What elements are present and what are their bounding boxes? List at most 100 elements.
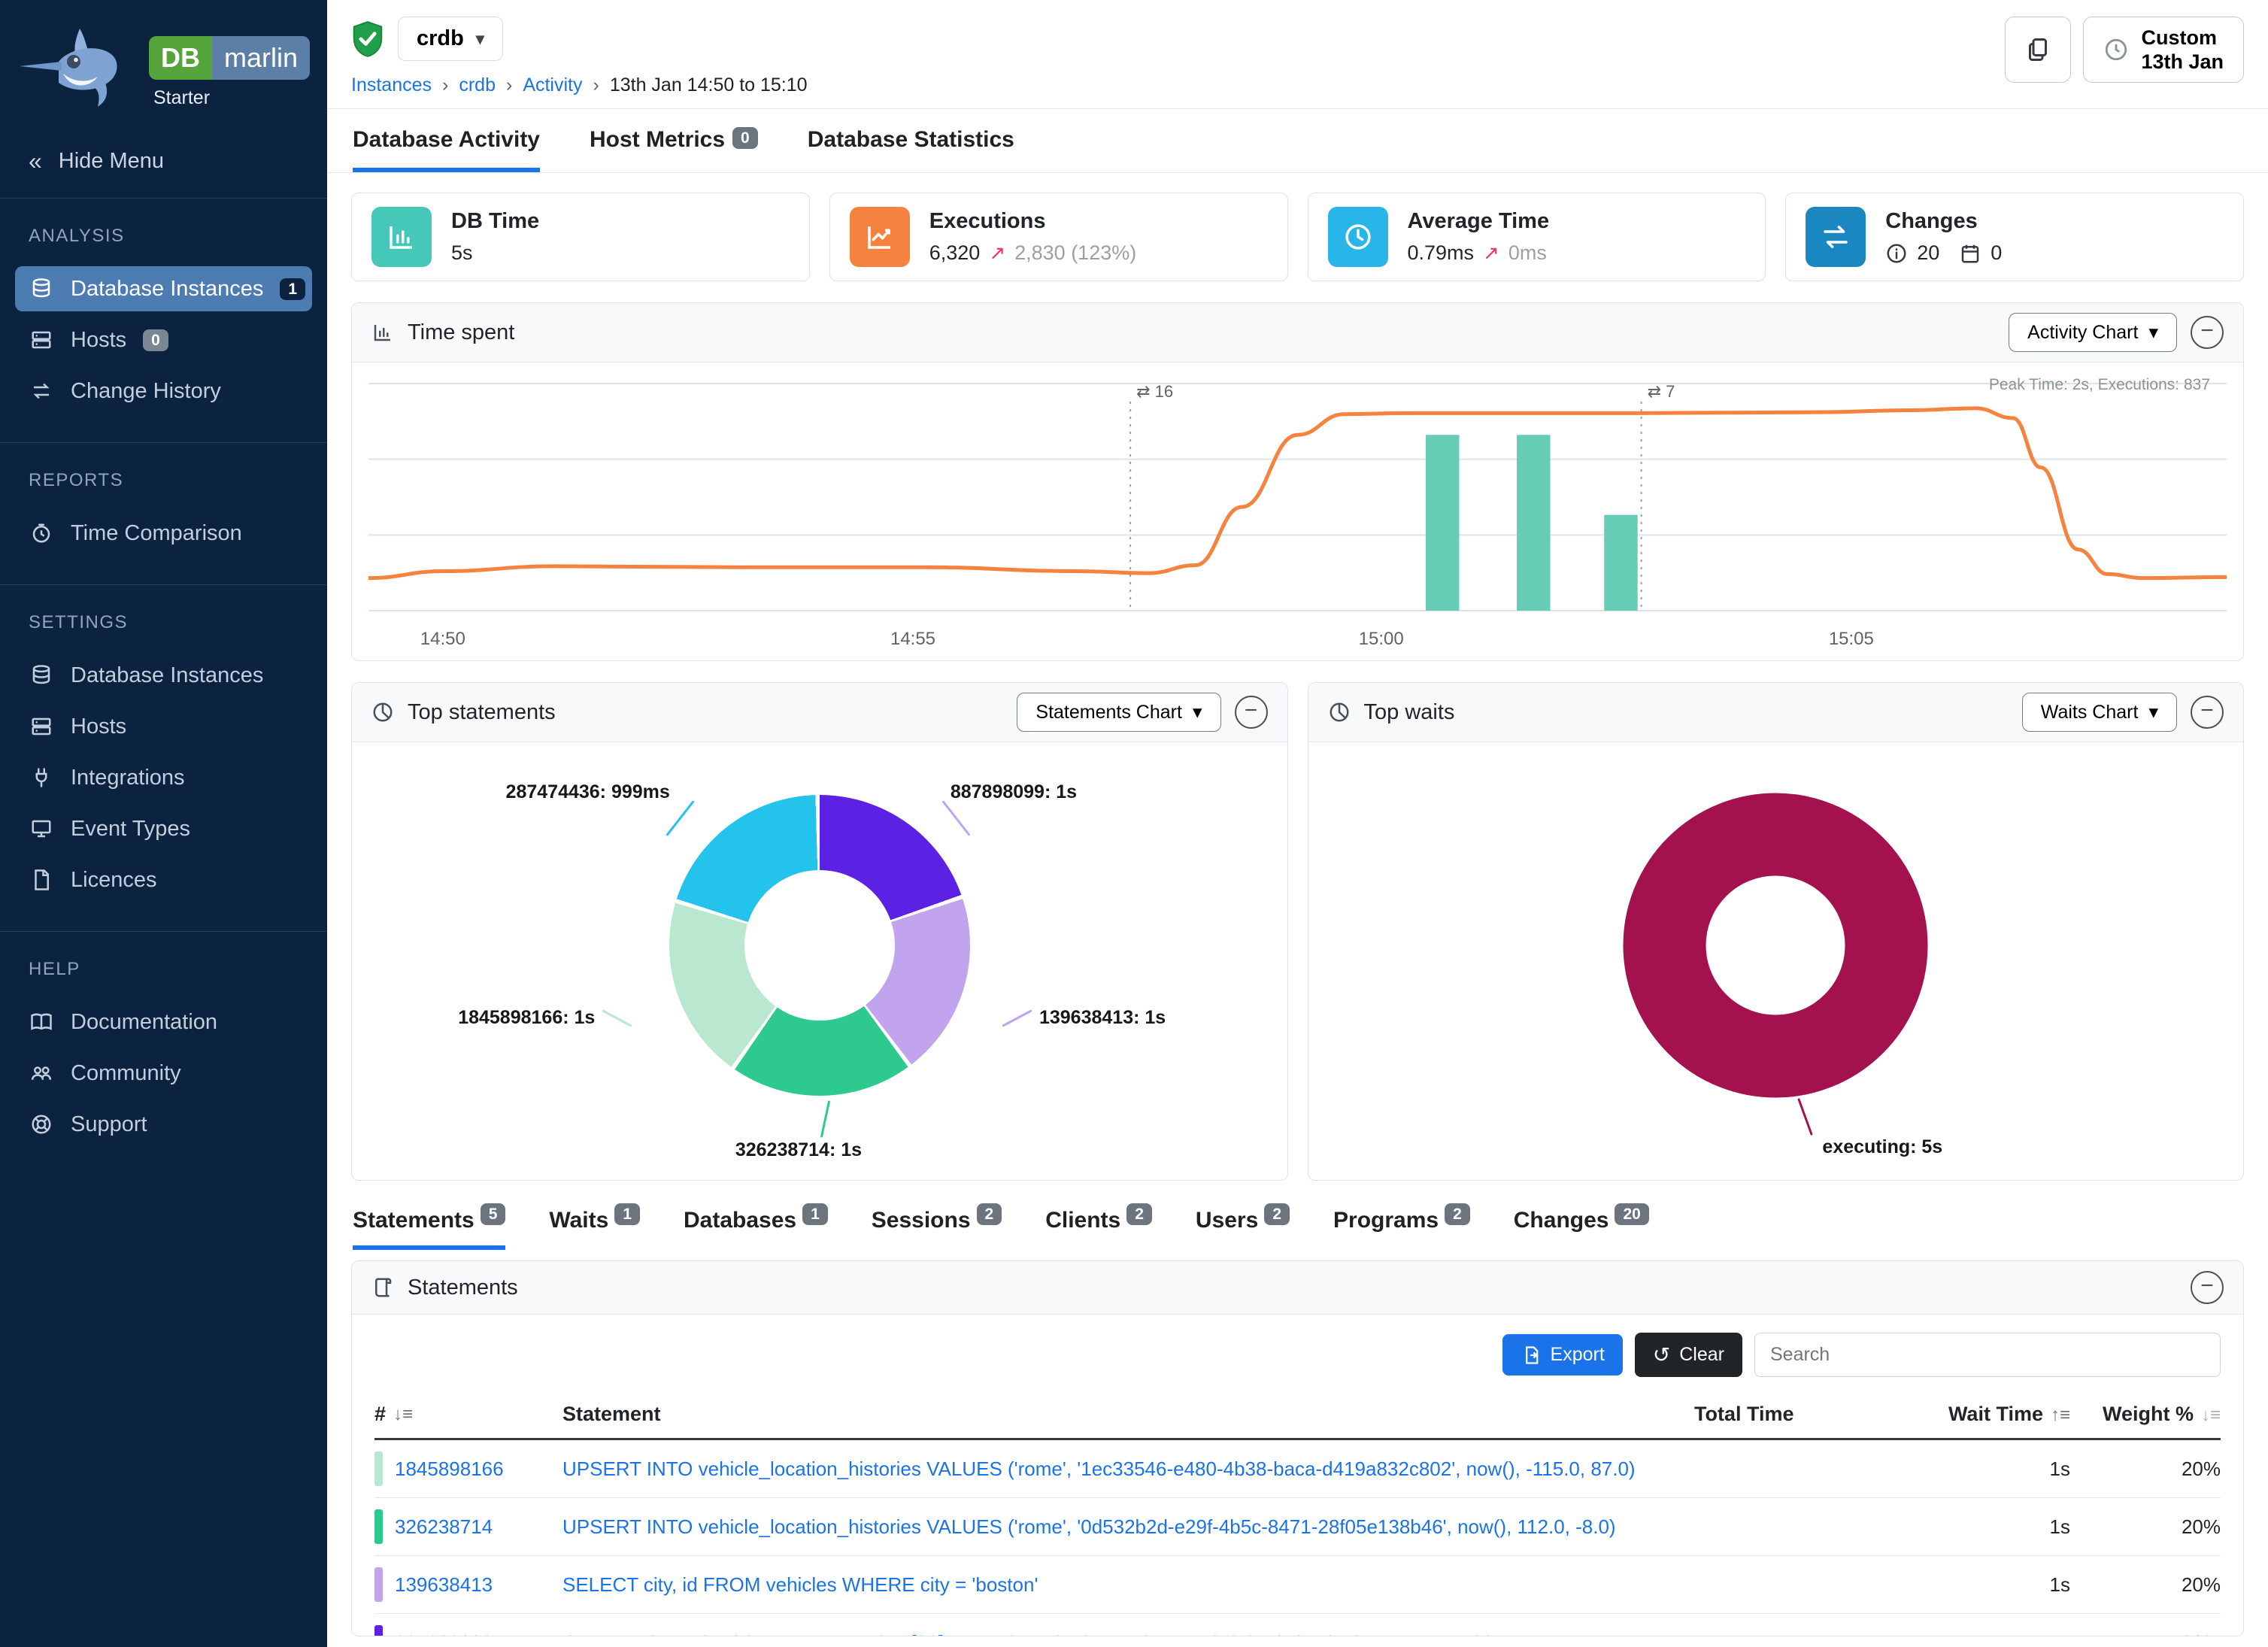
time-spent-panel: Time spent Activity Chart ▾ − Peak Time:… [351,302,2244,661]
top-waits-panel: Top waits Waits Chart ▾ − executing: 5s [1307,682,2244,1181]
copy-button[interactable] [2005,17,2072,83]
clock-icon [2103,37,2129,62]
table-row: 1845898166 UPSERT INTO vehicle_location_… [374,1440,2221,1498]
table-row: 887898099 CREATE STATISTICS __auto__ FRO… [374,1614,2221,1636]
sidebar-item-support[interactable]: Support [15,1102,312,1147]
sidebar-item-time-comparison[interactable]: Time Comparison [15,511,312,556]
top-header: crdb ▾ Instances › crdb › Activity › 13th J… [327,0,2268,109]
wait-time-value: 1s [2049,1457,2070,1480]
nav-section-title-help: HELP [29,959,80,979]
statement-color-chip [374,1625,383,1636]
tab-programs[interactable]: Programs 2 [1333,1203,1470,1250]
tab-statements[interactable]: Statements 5 [353,1203,506,1250]
waits-chart-selector[interactable]: Waits Chart ▾ [2021,693,2177,732]
tab-database-statistics[interactable]: Database Statistics [807,127,1014,152]
tab-waits[interactable]: Waits 1 [549,1203,640,1250]
copy-icon [2024,36,2051,63]
db-time-value: 5s [451,241,473,264]
brand-marlin: marlin [212,36,311,80]
nav-section-title-analysis: ANALYSIS [29,226,125,246]
panel-title: Time spent [408,320,515,344]
tab-databases[interactable]: Databases 1 [684,1203,828,1250]
sidebar-item-event-types[interactable]: Event Types [15,806,312,851]
card-db-time: DB Time 5s [351,193,810,281]
time-spent-chart: ⇄ 16 ⇄ 7 [368,382,2227,611]
clock-icon [1327,207,1388,267]
breadcrumb-link-activity[interactable]: Activity [523,74,583,96]
server-icon [29,714,54,739]
count-badge: 1 [280,278,306,300]
activity-chart-selector[interactable]: Activity Chart ▾ [2009,313,2177,352]
collapse-panel-button[interactable]: − [2191,1271,2224,1304]
tab-changes[interactable]: Changes 20 [1514,1203,1649,1250]
instance-selector-button[interactable]: crdb ▾ [398,17,503,61]
column-header-statement[interactable]: Statement [562,1403,661,1425]
statements-toolbar: Export ↺ Clear [352,1315,2243,1391]
export-button[interactable]: Export [1502,1334,1623,1376]
statement-link[interactable]: UPSERT INTO vehicle_location_histories V… [562,1457,1636,1480]
sidebar-item-hosts[interactable]: Hosts 0 [15,317,312,362]
sidebar-item-documentation[interactable]: Documentation [15,999,312,1045]
sidebar-item-licences[interactable]: Licences [15,857,312,902]
tab-clients[interactable]: Clients 2 [1045,1203,1152,1250]
statement-id-link[interactable]: 139638413 [395,1573,493,1596]
sort-icon: ↓≡ [393,1403,414,1424]
database-icon [29,276,54,302]
column-header-id[interactable]: # ↓≡ [374,1403,414,1425]
statement-id-link[interactable]: 1845898166 [395,1457,504,1480]
statements-donut-chart[interactable] [669,795,970,1096]
breadcrumb-link-instances[interactable]: Instances [351,74,432,96]
weight-value: 20% [2181,1573,2221,1596]
nav-section-title-settings: SETTINGS [29,612,129,632]
sidebar-item-change-history[interactable]: Change History [15,369,312,414]
weight-value: 20% [2070,1631,2221,1636]
count-badge: 0 [143,329,168,351]
column-header-weight[interactable]: Weight % ↓≡ [2102,1403,2221,1425]
swap-icon [29,378,54,404]
logo: DB marlin Starter [0,0,327,128]
sidebar-item-database-instances-settings[interactable]: Database Instances [15,653,312,698]
shield-check-icon [351,20,384,58]
wait-time-value: 1s [2049,1515,2070,1538]
time-range-button[interactable]: Custom 13th Jan [2083,17,2244,83]
sidebar-item-community[interactable]: Community [15,1051,312,1096]
sidebar-item-hosts-settings[interactable]: Hosts [15,704,312,749]
tab-host-metrics[interactable]: Host Metrics 0 [590,127,758,172]
statement-link[interactable]: UPSERT INTO vehicle_location_histories V… [562,1515,1616,1538]
waits-donut-chart[interactable] [1623,793,1928,1098]
tab-users[interactable]: Users 2 [1196,1203,1290,1250]
statement-color-chip [374,1567,383,1602]
statement-link[interactable]: CREATE STATISTICS __auto__ FROM [63] WIT… [562,1631,1507,1636]
search-input[interactable] [1754,1333,2221,1377]
scroll-icon [371,1276,394,1299]
collapse-panel-button[interactable]: − [2191,316,2224,349]
hide-menu-button[interactable]: « Hide Menu [0,128,327,199]
chevrons-left-icon: « [29,147,42,174]
collapse-panel-button[interactable]: − [1234,696,1268,729]
export-icon [1521,1345,1542,1366]
top-statements-panel: Top statements Statements Chart ▾ − 2874… [351,682,1288,1181]
collapse-panel-button[interactable]: − [2191,696,2224,729]
tab-sessions[interactable]: Sessions 2 [872,1203,1002,1250]
tab-database-activity[interactable]: Database Activity [353,127,540,172]
breadcrumb-link-crdb[interactable]: crdb [459,74,496,96]
statement-id-link[interactable]: 326238714 [395,1515,493,1538]
sidebar-item-integrations[interactable]: Integrations [15,755,312,800]
donut-label: executing: 5s [1822,1136,1943,1157]
wait-time-value: 1s [1830,1631,2070,1636]
sidebar-nav: ANALYSIS Database Instances 1 Hosts 0 Ch… [0,199,327,1175]
metric-cards: DB Time 5s Executions 6,320 ↗ 2,830 (123… [327,173,2268,292]
breadcrumb: Instances › crdb › Activity › 13th Jan 14:5… [351,74,808,96]
chevron-down-icon: ▾ [475,29,484,48]
sidebar-item-database-instances[interactable]: Database Instances 1 [15,266,312,311]
pie-chart-icon [371,701,394,723]
column-header-total-time[interactable]: Total Time [1694,1403,1794,1425]
column-header-wait-time[interactable]: Wait Time ↑≡ [1948,1403,2070,1425]
swap-icon [1806,207,1866,267]
statement-id-link[interactable]: 887898099 [395,1631,493,1636]
x-axis-tick: 14:55 [890,629,936,649]
clear-button[interactable]: ↺ Clear [1634,1333,1742,1377]
statements-chart-selector[interactable]: Statements Chart ▾ [1017,693,1221,732]
donut-label: 287474436: 999ms [505,781,670,802]
statement-link[interactable]: SELECT city, id FROM vehicles WHERE city… [562,1573,1038,1596]
